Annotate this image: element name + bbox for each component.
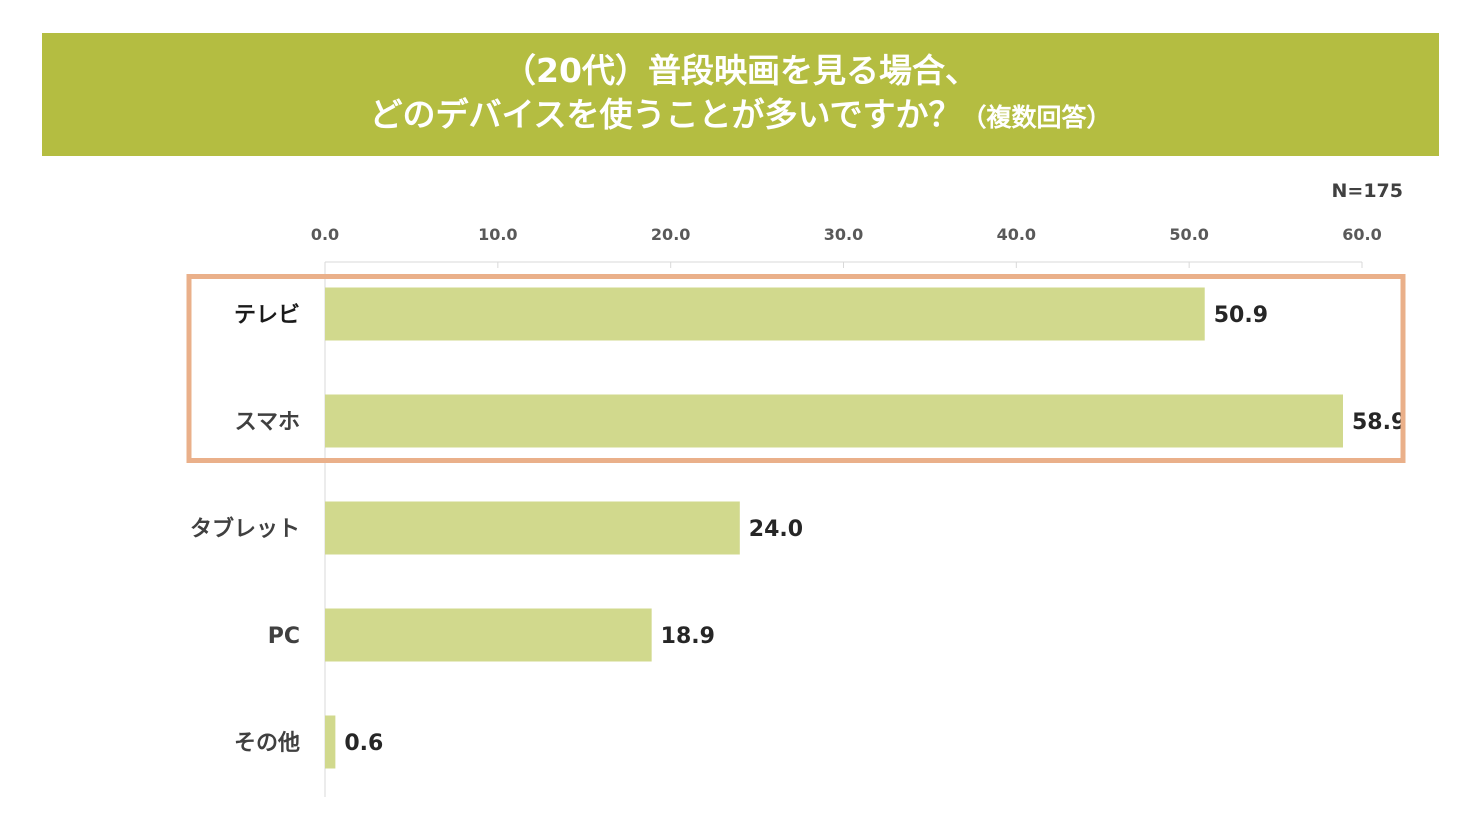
bar <box>325 287 1205 341</box>
data-label: 58.9 <box>1352 410 1406 435</box>
chart-title-line2-suffix: （複数回答） <box>961 103 1112 132</box>
category-label: その他 <box>234 731 300 756</box>
x-tick-label: 60.0 <box>1342 225 1381 244</box>
category-label: テレビ <box>234 303 300 328</box>
bar <box>325 394 1343 448</box>
category-label: PC <box>268 624 300 649</box>
x-tick-label: 30.0 <box>824 225 863 244</box>
chart-title-line2-main: どのデバイスを使うことが多いですか？ <box>369 95 962 134</box>
category-label: スマホ <box>235 410 300 435</box>
category-label: タブレット <box>190 516 300 542</box>
bar <box>325 501 740 555</box>
title-banner: （20代）普段映画を見る場合、 どのデバイスを使うことが多いですか？（複数回答） <box>42 33 1439 156</box>
sample-size-label: N=175 <box>1331 180 1403 202</box>
chart-title-line2: どのデバイスを使うことが多いですか？（複数回答） <box>369 93 1111 140</box>
chart-title-line1: （20代）普段映画を見る場合、 <box>503 51 978 90</box>
x-tick-label: 20.0 <box>651 225 690 244</box>
bar <box>325 608 652 662</box>
highlight-box <box>186 274 1406 463</box>
data-label: 18.9 <box>661 624 715 649</box>
x-tick-label: 40.0 <box>997 225 1036 244</box>
x-tick-label: 10.0 <box>478 225 517 244</box>
x-tick-label: 50.0 <box>1169 225 1208 244</box>
data-label: 24.0 <box>749 517 803 542</box>
data-label: 50.9 <box>1214 303 1268 328</box>
bar <box>325 715 336 769</box>
data-label: 0.6 <box>344 731 383 756</box>
x-tick-label: 0.0 <box>311 225 339 244</box>
